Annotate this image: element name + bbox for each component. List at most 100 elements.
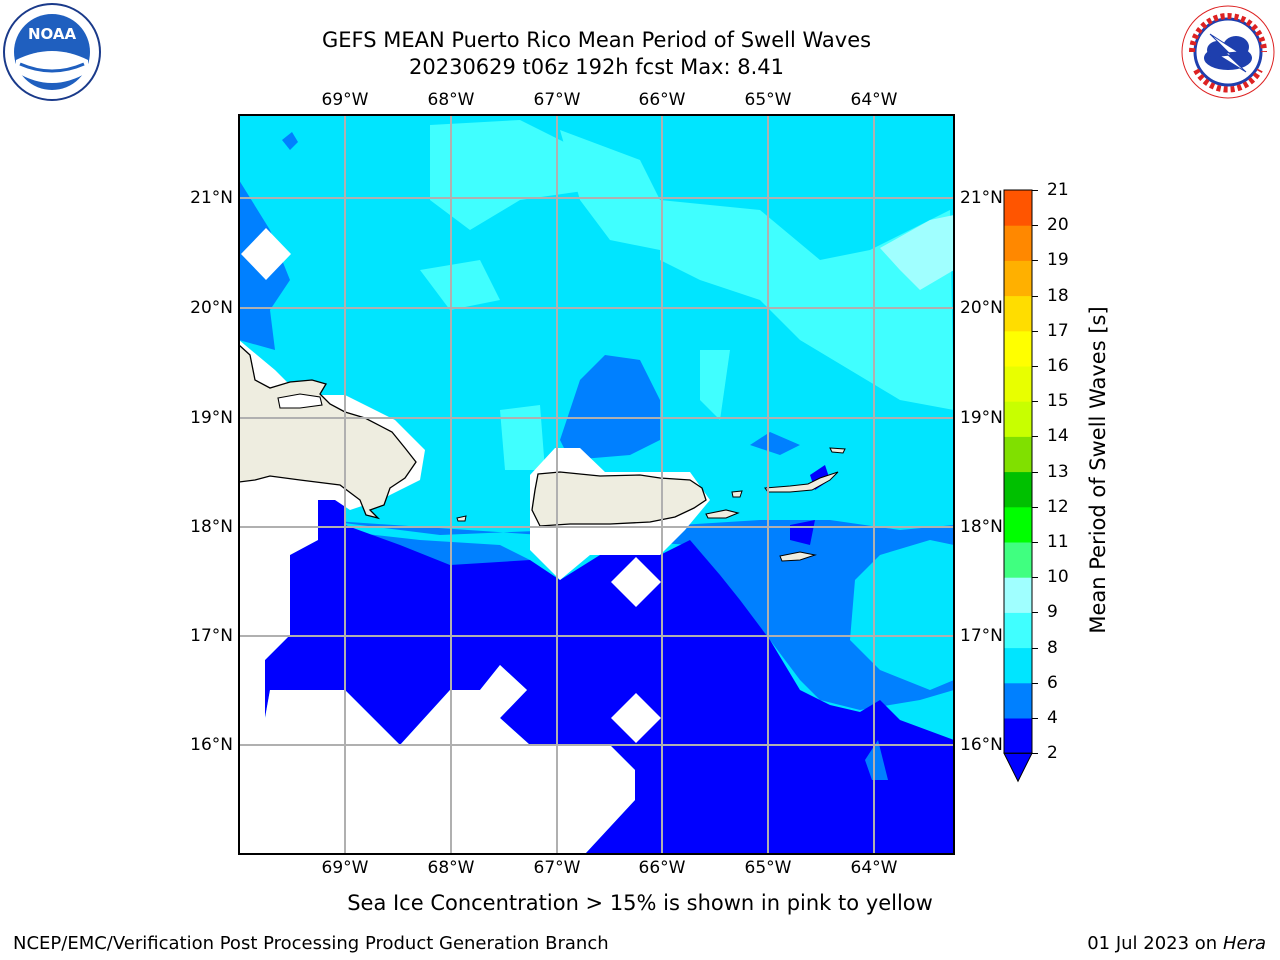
sea-ice-caption: Sea Ice Concentration > 15% is shown in … [347,891,933,915]
lon-label-bottom: 65°W [744,858,792,878]
footer-branch: NCEP/EMC/Verification Post Processing Pr… [13,933,609,954]
no-data-region [611,693,661,743]
colorbar-tick-label: 8 [1047,637,1058,658]
colorbar-tick [1032,542,1038,543]
colorbar-extend-min [1003,752,1033,783]
colorbar-tick-label: 15 [1047,391,1069,412]
nws-logo [1181,5,1275,99]
colorbar-tick-label: 17 [1047,320,1069,341]
lat-label-left: 20°N [190,298,233,318]
swell-band-8-9 [420,260,500,310]
lon-label-top: 65°W [744,90,792,110]
colorbar-tick [1032,436,1038,438]
colorbar [1003,189,1033,783]
colorbar-segment [1004,401,1032,437]
colorbar-segment [1004,436,1032,473]
colorbar-tick-label: 19 [1047,250,1069,271]
swell-band-6-8 [850,540,954,690]
lat-label-left: 21°N [190,188,233,208]
colorbar-tick-label: 21 [1047,180,1069,200]
no-data-region [239,470,635,854]
swell-band-4-6 [320,520,954,710]
lat-label-right: 16°N [960,735,1003,755]
swell-band-4-6 [282,132,298,150]
colorbar-segment [1004,366,1032,402]
land-anegada [829,447,846,454]
land-culebra [731,490,743,498]
colorbar-segment [1004,190,1032,226]
lon-label-top: 66°W [638,90,686,110]
colorbar-tick [1032,366,1038,367]
lat-label-right: 20°N [960,298,1003,318]
lon-label-bottom: 66°W [638,858,686,878]
land-vieques [705,509,740,519]
colorbar-tick-label: 20 [1047,215,1069,236]
colorbar-tick-label: 18 [1047,285,1069,306]
chart-title-line1: GEFS MEAN Puerto Rico Mean Period of Swe… [321,28,872,52]
noaa-logo-text: NOAA [28,25,77,43]
footer-date: 01 Jul 2023 on Hera [1087,933,1266,954]
colorbar-segment [1004,295,1032,332]
colorbar-segment [1004,682,1032,719]
swell-band-4-6 [560,355,660,460]
land-st-croix [779,551,817,562]
lon-label-bottom: 68°W [427,858,475,878]
swell-band-4-6 [865,740,888,780]
colorbar-tick-label: 14 [1047,426,1069,447]
noaa-logo: NOAA [3,3,101,101]
chart-title-line2: 20230629 t06z 192h fcst Max: 8.41 [409,55,784,79]
colorbar-segment [1004,471,1032,508]
colorbar-segment [1004,542,1032,578]
land-virgin-islands [764,471,839,493]
colorbar-segment [1004,330,1032,367]
colorbar-segment [1004,577,1032,613]
colorbar-tick [1032,260,1038,262]
lat-label-right: 17°N [960,626,1003,646]
lon-label-bottom: 67°W [533,858,581,878]
lon-label-top: 69°W [321,90,369,110]
swell-band-8-9 [560,130,660,250]
no-data-region [241,228,291,280]
colorbar-tick [1032,190,1038,191]
swell-band-4-6 [750,432,800,455]
colorbar-tick-label: 10 [1047,567,1069,588]
swell-band-8-9 [500,405,545,470]
colorbar-segment [1004,612,1032,649]
colorbar-tick [1032,330,1038,332]
colorbar-tick-label: 6 [1047,672,1058,693]
lon-label-bottom: 64°W [850,858,898,878]
lat-label-right: 21°N [960,188,1003,208]
colorbar-segment [1004,260,1032,297]
footer-date-text: 01 Jul 2023 on [1087,933,1223,954]
lat-label-left: 18°N [190,517,233,537]
colorbar-tick-label: 2 [1047,743,1058,764]
colorbar-tick [1032,647,1038,649]
land-mona [456,515,467,522]
lat-label-left: 17°N [190,626,233,646]
map-gridlines [239,115,954,854]
swell-band-9-10 [880,215,954,290]
swell-band-8-9 [700,350,730,420]
colorbar-tick [1032,682,1038,684]
land-hispaniola [239,344,417,520]
colorbar-tick-label: 16 [1047,356,1069,376]
lat-label-right: 18°N [960,517,1003,537]
coastline-bay [277,393,323,409]
lon-label-top: 68°W [427,90,475,110]
colorbar-segment [1004,225,1032,261]
colorbar-tick [1032,612,1038,614]
no-data-region [611,557,661,607]
colorbar-segment [1004,647,1032,684]
colorbar-segment [1004,506,1032,543]
colorbar-tick [1032,401,1038,403]
colorbar-tick [1032,506,1038,508]
lon-label-top: 67°W [533,90,581,110]
colorbar-segment [1004,718,1032,754]
colorbar-tick-label: 11 [1047,532,1069,552]
footer-host: Hera [1222,933,1266,954]
colorbar-tick [1032,577,1038,579]
colorbar-label: Mean Period of Swell Waves [s] [1086,306,1110,634]
lon-label-top: 64°W [850,90,898,110]
colorbar-tick [1032,718,1038,719]
